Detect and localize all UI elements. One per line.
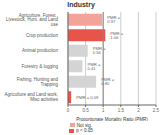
svg-text:PMR = 0.09: PMR = 0.09 [76,95,99,100]
html-text:Industry: Industry [67,1,95,8]
svg-text:PMR =0.56: PMR =0.56 [93,46,106,55]
svg-text:Animal production: Animal production [22,48,59,53]
html-text:Not sig.: Not sig. [76,122,93,128]
svg-text:Agriculture, Forest.,Livestock: Agriculture, Forest.,Livestock, Hunt. an… [8,13,58,28]
svg-text:1: 1 [102,108,105,113]
svg-text:PMR =1.06: PMR =1.06 [110,31,123,40]
html-text:p < 0.05: p < 0.05 [76,128,93,133]
svg-text:2: 2 [137,108,140,113]
svg-text:Proportionate Mortality Ratio: Proportionate Mortality Ratio (PMR) [76,117,148,121]
svg-text:0.5: 0.5 [82,108,89,113]
svg-text:Fishing, Hunting andTrapping: Fishing, Hunting andTrapping [17,77,59,87]
svg-text:PMR =0.80: PMR =0.80 [101,77,114,86]
svg-text:PMR =0.97: PMR =0.97 [107,15,120,24]
svg-text:0: 0 [67,108,70,113]
svg-text:Crop production: Crop production [26,33,59,38]
svg-text:1.5: 1.5 [118,108,125,113]
svg-text:Agriculture and Land work,Misc: Agriculture and Land work,Misc activitie… [8,92,59,102]
svg-text:PMR =0.41: PMR =0.41 [87,62,100,71]
svg-text:2.5: 2.5 [153,108,154,113]
svg-text:Forestry & logging: Forestry & logging [21,64,58,69]
